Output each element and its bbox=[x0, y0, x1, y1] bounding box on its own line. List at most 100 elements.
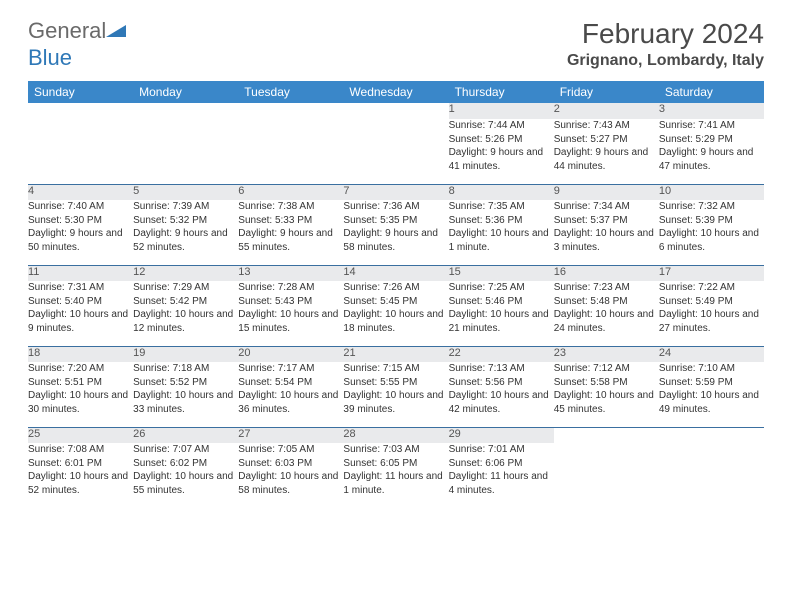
day-content-cell: Sunrise: 7:01 AMSunset: 6:06 PMDaylight:… bbox=[449, 443, 554, 508]
daylight-text: Daylight: 10 hours and 49 minutes. bbox=[659, 389, 764, 416]
day-number-cell: 29 bbox=[449, 427, 554, 443]
day-content-cell: Sunrise: 7:25 AMSunset: 5:46 PMDaylight:… bbox=[449, 281, 554, 346]
day-content-cell: Sunrise: 7:18 AMSunset: 5:52 PMDaylight:… bbox=[133, 362, 238, 427]
day-number-cell: 16 bbox=[554, 265, 659, 281]
daylight-text: Daylight: 10 hours and 6 minutes. bbox=[659, 227, 764, 254]
day-number-cell: 2 bbox=[554, 103, 659, 119]
daylight-text: Daylight: 10 hours and 33 minutes. bbox=[133, 389, 238, 416]
daylight-text: Daylight: 10 hours and 52 minutes. bbox=[28, 470, 133, 497]
logo: GeneralBlue bbox=[28, 18, 128, 71]
day-content-cell: Sunrise: 7:28 AMSunset: 5:43 PMDaylight:… bbox=[238, 281, 343, 346]
day-content-cell: Sunrise: 7:35 AMSunset: 5:36 PMDaylight:… bbox=[449, 200, 554, 265]
day-content-cell: Sunrise: 7:07 AMSunset: 6:02 PMDaylight:… bbox=[133, 443, 238, 508]
sunrise-text: Sunrise: 7:44 AM bbox=[449, 119, 554, 133]
day-number-cell: 6 bbox=[238, 184, 343, 200]
logo-text: GeneralBlue bbox=[28, 18, 128, 71]
day-content-row: Sunrise: 7:08 AMSunset: 6:01 PMDaylight:… bbox=[28, 443, 764, 508]
day-content-row: Sunrise: 7:31 AMSunset: 5:40 PM Daylight:… bbox=[28, 281, 764, 346]
sunrise-text: Sunrise: 7:32 AM bbox=[659, 200, 764, 214]
weekday-header: Saturday bbox=[659, 81, 764, 103]
day-content-cell: Sunrise: 7:03 AMSunset: 6:05 PMDaylight:… bbox=[343, 443, 448, 508]
day-number-cell bbox=[659, 427, 764, 443]
day-number-row: 45678910 bbox=[28, 184, 764, 200]
sunset-text: Sunset: 5:52 PM bbox=[133, 376, 238, 390]
day-number-cell: 1 bbox=[449, 103, 554, 119]
daylight-text: Daylight: 9 hours and 50 minutes. bbox=[28, 227, 133, 254]
sunset-text: Sunset: 5:29 PM bbox=[659, 133, 764, 147]
day-number-cell: 15 bbox=[449, 265, 554, 281]
sunset-text: Sunset: 5:37 PM bbox=[554, 214, 659, 228]
day-number-cell: 23 bbox=[554, 346, 659, 362]
day-content-cell: Sunrise: 7:32 AMSunset: 5:39 PMDaylight:… bbox=[659, 200, 764, 265]
daylight-text: Daylight: 9 hours and 55 minutes. bbox=[238, 227, 343, 254]
day-number-cell: 13 bbox=[238, 265, 343, 281]
sunrise-text: Sunrise: 7:17 AM bbox=[238, 362, 343, 376]
daylight-text: Daylight: 10 hours and 18 minutes. bbox=[343, 308, 448, 335]
sunrise-text: Sunrise: 7:39 AM bbox=[133, 200, 238, 214]
daylight-text: Daylight: 10 hours and 15 minutes. bbox=[238, 308, 343, 335]
day-content-cell: Sunrise: 7:29 AMSunset: 5:42 PMDaylight:… bbox=[133, 281, 238, 346]
sunset-text: Sunset: 5:42 PM bbox=[133, 295, 238, 309]
logo-triangle-icon bbox=[106, 19, 128, 45]
day-content-cell: Sunrise: 7:05 AMSunset: 6:03 PMDaylight:… bbox=[238, 443, 343, 508]
sunset-text: Sunset: 6:01 PM bbox=[28, 457, 133, 471]
sunrise-text: Sunrise: 7:05 AM bbox=[238, 443, 343, 457]
sunrise-text: Sunrise: 7:22 AM bbox=[659, 281, 764, 295]
day-number-cell bbox=[28, 103, 133, 119]
day-number-cell: 7 bbox=[343, 184, 448, 200]
day-content-cell: Sunrise: 7:34 AMSunset: 5:37 PMDaylight:… bbox=[554, 200, 659, 265]
day-content-cell: Sunrise: 7:39 AMSunset: 5:32 PMDaylight:… bbox=[133, 200, 238, 265]
daylight-text: Daylight: 9 hours and 47 minutes. bbox=[659, 146, 764, 173]
day-number-cell: 14 bbox=[343, 265, 448, 281]
sunset-text: Sunset: 5:45 PM bbox=[343, 295, 448, 309]
day-content-cell: Sunrise: 7:08 AMSunset: 6:01 PMDaylight:… bbox=[28, 443, 133, 508]
weekday-header: Wednesday bbox=[343, 81, 448, 103]
day-number-cell: 8 bbox=[449, 184, 554, 200]
sunset-text: Sunset: 5:40 PM bbox=[28, 295, 133, 309]
day-number-row: 11121314151617 bbox=[28, 265, 764, 281]
sunset-text: Sunset: 5:55 PM bbox=[343, 376, 448, 390]
logo-text-1: General bbox=[28, 18, 106, 43]
sunrise-text: Sunrise: 7:28 AM bbox=[238, 281, 343, 295]
day-number-cell: 22 bbox=[449, 346, 554, 362]
daylight-text: Daylight: 10 hours and 39 minutes. bbox=[343, 389, 448, 416]
day-number-cell: 24 bbox=[659, 346, 764, 362]
day-content-row: Sunrise: 7:44 AMSunset: 5:26 PMDaylight:… bbox=[28, 119, 764, 184]
day-content-cell: Sunrise: 7:17 AMSunset: 5:54 PMDaylight:… bbox=[238, 362, 343, 427]
day-number-cell: 19 bbox=[133, 346, 238, 362]
sunset-text: Sunset: 5:35 PM bbox=[343, 214, 448, 228]
day-number-cell: 20 bbox=[238, 346, 343, 362]
sunrise-text: Sunrise: 7:18 AM bbox=[133, 362, 238, 376]
day-number-cell: 9 bbox=[554, 184, 659, 200]
day-number-row: 18192021222324 bbox=[28, 346, 764, 362]
day-number-cell: 4 bbox=[28, 184, 133, 200]
sunset-text: Sunset: 5:54 PM bbox=[238, 376, 343, 390]
sunrise-text: Sunrise: 7:36 AM bbox=[343, 200, 448, 214]
day-number-cell: 28 bbox=[343, 427, 448, 443]
day-number-cell: 3 bbox=[659, 103, 764, 119]
sunrise-text: Sunrise: 7:29 AM bbox=[133, 281, 238, 295]
sunrise-text: Sunrise: 7:25 AM bbox=[449, 281, 554, 295]
sunset-text: Sunset: 6:02 PM bbox=[133, 457, 238, 471]
sunrise-text: Sunrise: 7:26 AM bbox=[343, 281, 448, 295]
sunset-text: Sunset: 5:56 PM bbox=[449, 376, 554, 390]
weekday-header: Monday bbox=[133, 81, 238, 103]
daylight-text: Daylight: 9 hours and 44 minutes. bbox=[554, 146, 659, 173]
daylight-text: Daylight: 10 hours and 55 minutes. bbox=[133, 470, 238, 497]
title-block: February 2024 Grignano, Lombardy, Italy bbox=[567, 18, 764, 70]
day-number-cell: 12 bbox=[133, 265, 238, 281]
calendar-page: GeneralBlue February 2024 Grignano, Lomb… bbox=[0, 0, 792, 526]
sunrise-text: Sunrise: 7:23 AM bbox=[554, 281, 659, 295]
day-content-cell: Sunrise: 7:23 AMSunset: 5:48 PMDaylight:… bbox=[554, 281, 659, 346]
sunrise-text: Sunrise: 7:38 AM bbox=[238, 200, 343, 214]
weekday-header: Friday bbox=[554, 81, 659, 103]
sunset-text: Sunset: 5:36 PM bbox=[449, 214, 554, 228]
sunset-text: Sunset: 6:06 PM bbox=[449, 457, 554, 471]
day-number-cell: 11 bbox=[28, 265, 133, 281]
day-number-cell: 21 bbox=[343, 346, 448, 362]
day-number-cell bbox=[238, 103, 343, 119]
day-content-cell: Sunrise: 7:38 AMSunset: 5:33 PMDaylight:… bbox=[238, 200, 343, 265]
day-content-cell bbox=[659, 443, 764, 508]
sunrise-text: Sunrise: 7:13 AM bbox=[449, 362, 554, 376]
sunrise-text: Sunrise: 7:31 AM bbox=[28, 281, 133, 295]
